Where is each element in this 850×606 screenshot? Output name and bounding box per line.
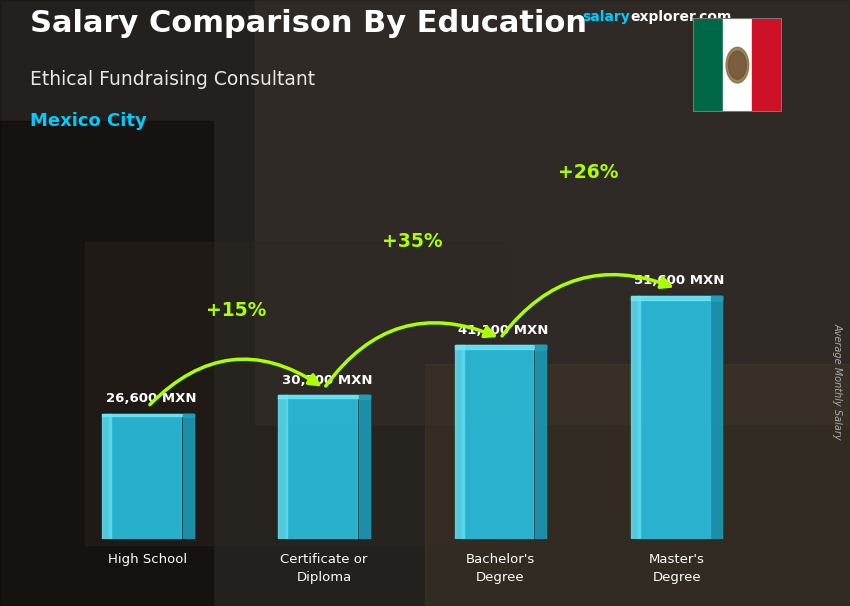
Text: 51,600 MXN: 51,600 MXN <box>634 274 725 287</box>
Bar <box>631 296 640 539</box>
Bar <box>631 296 722 300</box>
Text: Average Monthly Salary: Average Monthly Salary <box>832 324 842 440</box>
Bar <box>183 414 194 416</box>
Bar <box>462 345 533 539</box>
Bar <box>752 18 782 112</box>
Bar <box>255 0 850 424</box>
Circle shape <box>726 47 749 83</box>
Bar <box>638 296 710 539</box>
Bar <box>359 395 370 398</box>
Bar <box>425 364 850 606</box>
Bar <box>536 345 547 539</box>
Text: 30,500 MXN: 30,500 MXN <box>282 374 372 387</box>
Bar <box>286 395 357 539</box>
Bar <box>85 242 510 545</box>
Bar <box>183 414 194 539</box>
Bar <box>102 414 111 539</box>
Bar <box>536 345 547 348</box>
Bar <box>722 18 752 112</box>
Bar <box>0 121 212 606</box>
Bar <box>455 345 547 348</box>
Bar <box>693 18 722 112</box>
Bar <box>711 296 722 300</box>
Text: explorer.com: explorer.com <box>631 10 732 24</box>
Bar <box>278 395 287 539</box>
Text: Ethical Fundraising Consultant: Ethical Fundraising Consultant <box>30 70 314 88</box>
Text: Mexico City: Mexico City <box>30 112 146 130</box>
Bar <box>711 296 722 539</box>
Text: salary: salary <box>582 10 630 24</box>
Text: +35%: +35% <box>382 232 443 251</box>
Bar <box>359 395 370 539</box>
Text: +15%: +15% <box>206 301 266 320</box>
Bar <box>110 414 181 539</box>
Bar <box>278 395 370 398</box>
Bar <box>102 414 194 416</box>
Text: 26,600 MXN: 26,600 MXN <box>105 392 196 405</box>
Circle shape <box>728 51 746 79</box>
Text: +26%: +26% <box>558 163 619 182</box>
Text: Salary Comparison By Education: Salary Comparison By Education <box>30 9 586 38</box>
Text: 41,100 MXN: 41,100 MXN <box>458 324 548 337</box>
Bar <box>455 345 464 539</box>
